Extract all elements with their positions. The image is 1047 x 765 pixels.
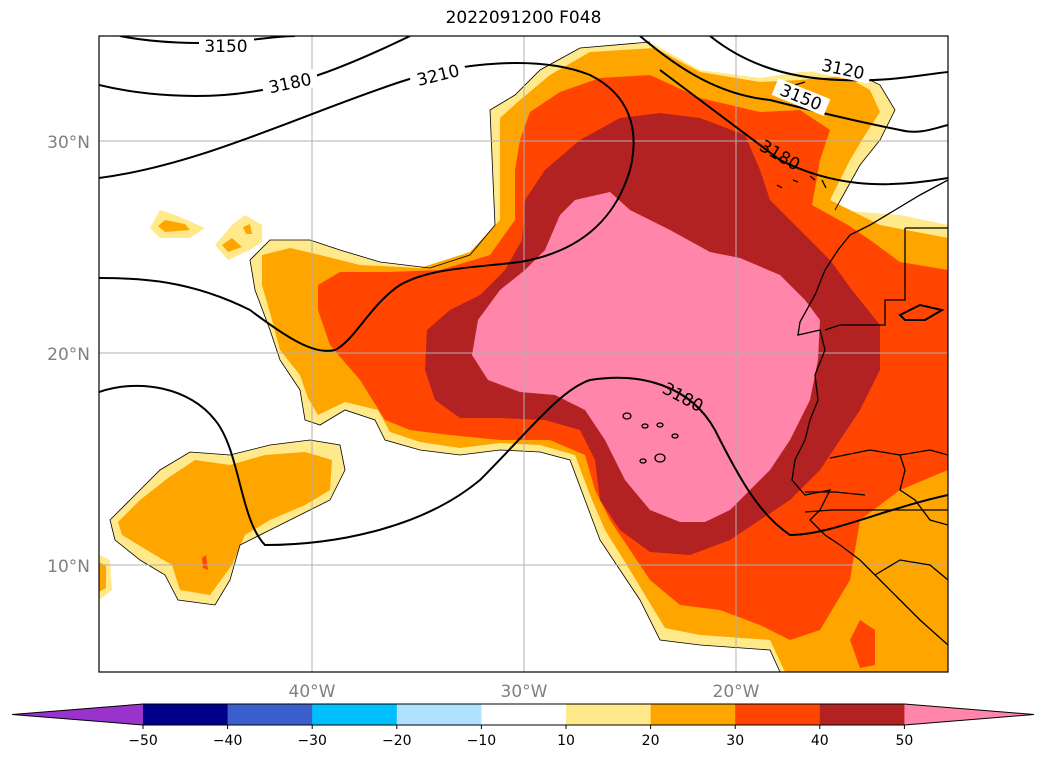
coastline-border-4 (804, 491, 948, 513)
anomaly-small-1-inner (158, 220, 190, 232)
cape-verde-island-4 (671, 433, 679, 439)
colorbar-tick-label: 10 (557, 733, 575, 749)
anomaly-outline-layer (109, 41, 896, 672)
contour-label-3150-west: 3150 (204, 37, 247, 57)
anomaly-southeast-red (850, 620, 875, 668)
cape-verde-island-6 (654, 453, 666, 463)
anomaly-fill-layer (99, 42, 948, 672)
contour-label-3210: 3210 (415, 61, 462, 91)
geopotential-contours (99, 36, 948, 547)
colorbar-extend-high (904, 704, 1034, 725)
map-frame (98, 35, 949, 673)
colorbar-tick-label: 50 (895, 733, 913, 749)
coastline-border-6 (899, 454, 948, 526)
cape-verde-island-3 (656, 422, 664, 428)
colorbar-segment (227, 704, 313, 725)
anomaly-small-2 (215, 215, 262, 260)
contour-3180-west (99, 36, 411, 97)
contour-label-3180-west: 3180 (267, 70, 313, 99)
anomaly-west-spot (202, 555, 208, 570)
azores-like-islands (794, 81, 806, 86)
coastline-layer (622, 81, 948, 646)
cape-verde-island-2 (641, 423, 649, 429)
colorbar-segment (819, 704, 905, 725)
colorbar-tick-label: 20 (642, 733, 660, 749)
colorbar: −50 −40 −30 −20 −10 10 20 30 40 50 (11, 703, 1035, 749)
anomaly-left-edge-inner (99, 562, 106, 592)
anomaly-patch-northeast (744, 176, 762, 193)
lon-label-20w: 20°W (713, 682, 760, 702)
lon-label-40w: 40°W (289, 682, 336, 702)
cape-verde-island-5 (639, 458, 647, 464)
colorbar-segment (481, 704, 567, 725)
cape-verde-island-1 (622, 412, 632, 420)
colorbar-tick-label: −50 (128, 733, 158, 749)
lon-label-30w: 30°W (501, 682, 548, 702)
map-title: 2022091200 F048 (445, 8, 602, 28)
colorbar-tick-label: −10 (467, 733, 497, 749)
colorbar-segment (650, 704, 736, 725)
colorbar-tick-label: −20 (382, 733, 412, 749)
colorbar-tick-label: −30 (297, 733, 327, 749)
lat-label-30n: 30°N (47, 133, 90, 153)
colorbar-segment (312, 704, 398, 725)
lake-shape (898, 303, 945, 321)
anomaly-small-3 (243, 224, 252, 234)
contour-3180-lower (99, 376, 948, 547)
lat-label-10n: 10°N (47, 557, 90, 577)
colorbar-segment (566, 704, 652, 725)
contour-3210 (99, 62, 635, 352)
colorbar-tick-label: 40 (811, 733, 829, 749)
anomaly-small-2-inner (222, 238, 242, 252)
latitude-labels: 30°N 20°N 10°N (47, 133, 90, 577)
lat-label-20n: 20°N (47, 345, 90, 365)
graticule (99, 36, 948, 672)
anomaly-west-inner (118, 452, 332, 595)
contour-3180-east (659, 69, 948, 186)
coastline-border-1 (824, 228, 906, 331)
colorbar-tick-label: 30 (726, 733, 744, 749)
colorbar-segment (143, 704, 229, 725)
coastline-border-5 (874, 559, 948, 581)
colorbar-extend-low (12, 704, 143, 725)
colorbar-tick-label: −40 (213, 733, 243, 749)
contour-3150-east (639, 36, 948, 133)
coastline-africa (791, 179, 948, 646)
canary-islands (776, 175, 827, 189)
anomaly-above-50-region (472, 192, 820, 522)
colorbar-segment (396, 704, 482, 725)
contour-3120-east (709, 36, 948, 82)
colorbar-segment (735, 704, 821, 725)
longitude-labels: 40°W 30°W 20°W (289, 682, 760, 702)
